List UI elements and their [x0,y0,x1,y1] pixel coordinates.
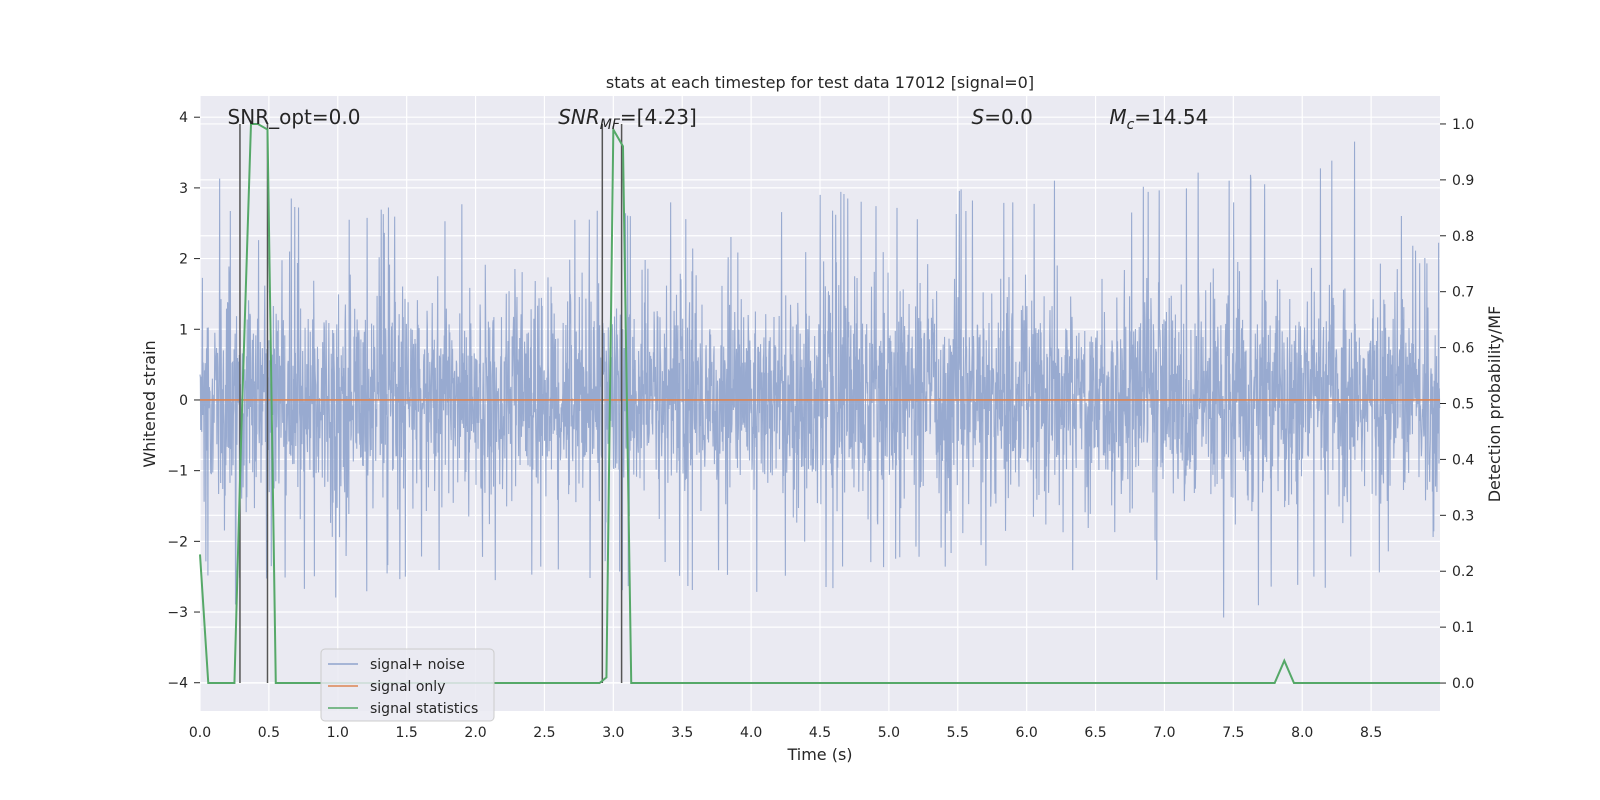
y2-tick-label-5: 0.5 [1452,397,1474,413]
y2-tick-label-7: 0.7 [1452,285,1474,301]
y2-tick-label-8: 0.8 [1452,229,1474,245]
x-ticks: 0.0 0.5 1.0 1.5 2.0 2.5 3.0 3.5 4.0 4.5 5.0 5.5 6.0 6… [189,725,1382,741]
annotation-snr-mf: SNRMF=[4.23] [558,105,697,133]
legend-box [320,648,495,722]
annotation-snr-opt: SNR_opt=0.0 [228,105,361,129]
annotation-s-stat: S=0.0 [972,105,1033,129]
marker-lines [239,123,623,684]
annotation-mc: Mc=14.54 [1109,105,1208,133]
y2-tick-label-2: 0.2 [1452,564,1474,580]
x-tick-label-17: 8.5 [1360,725,1382,741]
legend-label-signal-statistics: signal statistics [370,701,478,717]
y-tick-label-7: 3 [179,181,188,197]
x-tick-label-12: 6.0 [1016,725,1038,741]
annotations: SNR_opt=0.0 SNRMF=[4.23] S=0.0 Mc=14.54 [228,105,1209,133]
x-tick-label-16: 8.0 [1291,725,1313,741]
y2-tick-label-6: 0.6 [1452,341,1474,357]
series-signal-statistics [199,122,1440,685]
x-tick-label-9: 4.5 [809,725,831,741]
x-tick-label-3: 1.5 [396,725,418,741]
series-signal-noise [199,141,1441,618]
x-tick-label-11: 5.5 [947,725,969,741]
x-tick-label-7: 3.5 [671,725,693,741]
y-tick-label-0: −4 [167,676,188,692]
x-axis-title: Time (s) [786,745,852,764]
y2-tick-label-4: 0.4 [1452,452,1474,468]
x-tick-label-0: 0.0 [189,725,211,741]
y2-tick-label-9: 0.9 [1452,173,1474,189]
x-tick-label-5: 2.5 [533,725,555,741]
x-tick-label-10: 5.0 [878,725,900,741]
signal-statistics-line [199,122,1440,685]
x-tick-label-1: 0.5 [258,725,280,741]
y2-ticks: 0.0 0.1 0.2 0.3 0.4 0.5 0.6 0.7 0.8 0.9 1.0 [1440,117,1474,692]
x-tick-label-2: 1.0 [327,725,349,741]
y-ticks: −4 −3 −2 −1 0 1 2 3 4 [167,110,200,692]
y-tick-label-1: −3 [167,605,188,621]
y2-tick-label-3: 0.3 [1452,508,1474,524]
y-tick-label-2: −2 [167,534,188,550]
y-tick-label-5: 1 [179,322,188,338]
x-tick-label-15: 7.5 [1222,725,1244,741]
y2-tick-label-0: 0.0 [1452,676,1474,692]
x-tick-label-13: 6.5 [1084,725,1106,741]
y-tick-label-4: 0 [179,393,188,409]
noise-line [199,141,1441,618]
y-tick-label-6: 2 [179,252,188,268]
y2-tick-label-10: 1.0 [1452,117,1474,133]
legend-label-signal-only: signal only [370,679,445,695]
legend-label-signal-noise: signal+ noise [370,657,465,673]
y2-axis-title: Detection probability/MF [1485,306,1504,503]
x-tick-label-14: 7.0 [1153,725,1175,741]
chart-title: stats at each timestep for test data 170… [606,73,1034,92]
x-tick-label-4: 2.0 [464,725,486,741]
y-tick-label-3: −1 [167,464,188,480]
y-axis-title: Whitened strain [140,340,159,467]
x-tick-label-6: 3.0 [602,725,624,741]
y2-tick-label-1: 0.1 [1452,620,1474,636]
y-tick-label-8: 4 [179,110,188,126]
legend: signal+ noise signal only signal statist… [320,648,495,722]
x-tick-label-8: 4.0 [740,725,762,741]
